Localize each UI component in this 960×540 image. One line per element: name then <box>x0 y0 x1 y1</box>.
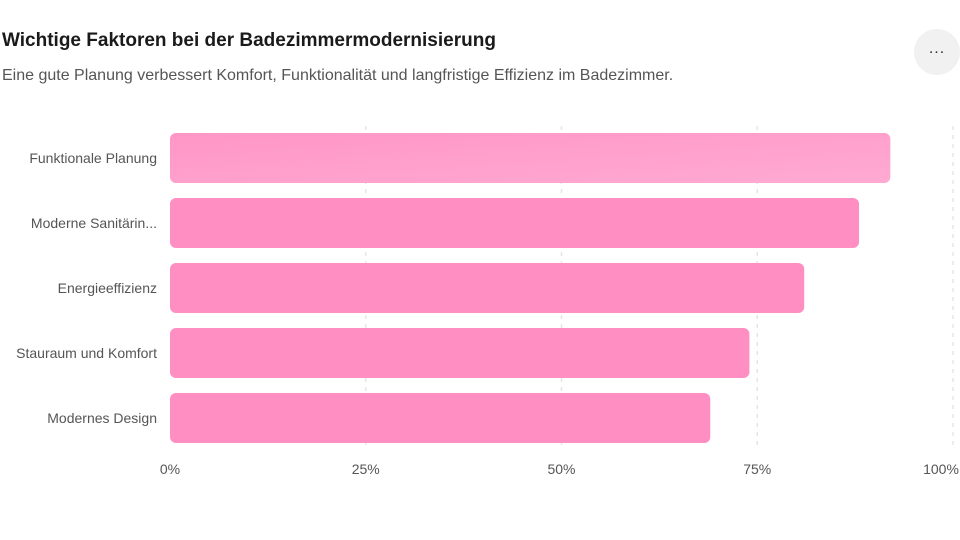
x-tick-label: 75% <box>743 461 771 477</box>
bar[interactable] <box>170 263 805 313</box>
bar[interactable] <box>170 133 891 183</box>
bars <box>170 133 891 443</box>
x-tick-label: 100% <box>923 461 959 477</box>
more-horizontal-icon: ... <box>928 40 946 57</box>
x-tick-label: 25% <box>352 461 380 477</box>
bar[interactable] <box>170 393 711 443</box>
chart-title: Wichtige Faktoren bei der Badezimmermode… <box>2 30 496 51</box>
more-options-button[interactable]: ... <box>914 29 960 75</box>
category-label: Modernes Design <box>47 410 157 426</box>
x-axis-ticks: 0% 25% 50% 75% 100% <box>160 461 959 477</box>
chart-subtitle: Eine gute Planung verbessert Komfort, Fu… <box>2 67 674 84</box>
category-label: Funktionale Planung <box>29 150 157 166</box>
bar[interactable] <box>170 198 860 248</box>
x-tick-label: 0% <box>160 461 180 477</box>
category-labels: Funktionale Planung Moderne Sanitärin... E… <box>16 150 157 426</box>
category-label: Energieeffizienz <box>58 280 157 296</box>
category-label: Stauraum und Komfort <box>16 345 157 361</box>
bar[interactable] <box>170 328 750 378</box>
category-label: Moderne Sanitärin... <box>31 215 157 231</box>
x-tick-label: 50% <box>547 461 575 477</box>
